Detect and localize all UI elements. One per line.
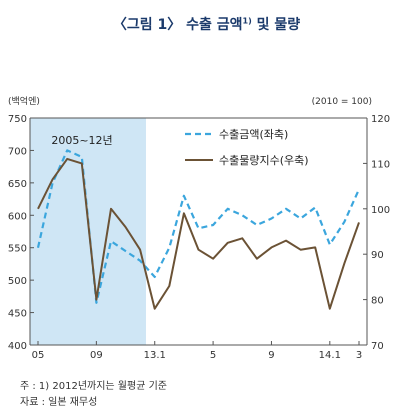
left-axis-tick-label: 550: [8, 244, 27, 255]
right-axis-tick-label: 120: [371, 114, 390, 125]
shaded-period-label: 2005~12년: [51, 134, 112, 147]
chart-notes: 주 : 1) 2012년까지는 월평균 기준 자료 : 일본 재무성: [20, 379, 167, 411]
chart-title-footnote-marker: 1): [242, 16, 252, 26]
right-axis-tick-label: 90: [371, 250, 384, 261]
legend-label-export-volume: 수출물량지수(우축): [219, 154, 309, 167]
left-axis-tick-label: 500: [8, 276, 27, 287]
chart-title-tail: 및 물량: [251, 17, 301, 33]
right-axis-unit: (2010 = 100): [312, 97, 372, 107]
x-axis-tick-label: 14.1: [319, 350, 341, 361]
right-axis-tick-label: 70: [371, 341, 384, 352]
left-axis-tick-label: 700: [8, 146, 27, 157]
chart-title-main: 〈그림 1〉 수출 금액: [112, 17, 243, 33]
left-axis-tick-label: 400: [8, 341, 27, 352]
note-source: 자료 : 일본 재무성: [20, 397, 98, 408]
x-axis-tick-label: 5: [210, 350, 216, 361]
left-axis-unit: (백억엔): [8, 95, 40, 107]
legend-label-export-value: 수출금액(좌축): [219, 128, 288, 141]
note-footnote: 주 : 1) 2012년까지는 월평균 기준: [20, 381, 167, 392]
x-axis-tick-label: 09: [90, 350, 103, 361]
right-axis-tick-label: 110: [371, 159, 390, 170]
left-axis-tick-label: 450: [8, 309, 27, 320]
right-axis-tick-label: 100: [371, 205, 390, 216]
right-axis-tick-label: 80: [371, 296, 384, 307]
export-volume-series-line: [37, 157, 360, 310]
x-axis-tick-label: 9: [268, 350, 274, 361]
x-axis-tick-label: 3: [356, 350, 362, 361]
x-axis-tick-label: 13.1: [144, 350, 166, 361]
left-axis-tick-label: 600: [8, 211, 27, 222]
left-axis-tick-label: 750: [8, 114, 27, 125]
chart-title: 〈그림 1〉 수출 금액1) 및 물량: [0, 14, 413, 34]
left-axis-tick-label: 650: [8, 179, 27, 190]
x-axis-tick-label: 05: [32, 350, 45, 361]
shaded-period-2005-2012: [30, 118, 146, 345]
